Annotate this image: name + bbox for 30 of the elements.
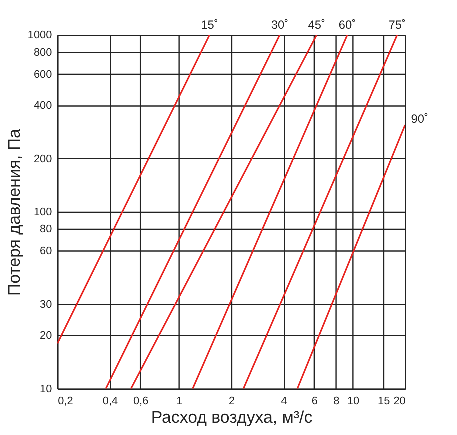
series-label: 75˚: [388, 18, 406, 32]
y-tick-label: 1000: [28, 30, 52, 42]
x-axis-title: Расход воздуха, м³/с: [151, 408, 313, 428]
y-tick-label: 20: [40, 330, 52, 342]
x-tick-label: 0,4: [102, 395, 118, 408]
x-tick-label: 1: [176, 395, 183, 408]
y-tick-label: 10: [40, 383, 52, 396]
x-tick-label: 10: [347, 395, 360, 408]
x-tick-label: 20: [394, 395, 406, 408]
x-tick-label: 2: [228, 395, 236, 408]
y-tick-label: 800: [34, 46, 52, 59]
y-tick-label: 80: [40, 224, 52, 236]
series-label: 90˚: [411, 112, 429, 126]
y-tick-label: 400: [34, 100, 52, 112]
series-label: 60˚: [338, 18, 356, 32]
series-label: 15˚: [201, 18, 218, 32]
x-tick-label: 8: [334, 395, 340, 408]
y-tick-label: 200: [34, 153, 52, 166]
series-label: 30˚: [271, 18, 289, 32]
y-tick-label: 600: [34, 68, 52, 81]
x-tick-label: 0,2: [58, 395, 74, 408]
y-tick-label: 100: [34, 206, 52, 219]
x-tick-label: 4: [281, 395, 288, 408]
x-tick-label: 0,6: [133, 395, 149, 408]
series-label: 45˚: [308, 18, 326, 32]
y-tick-label: 60: [40, 246, 52, 258]
x-tick-label: 15: [378, 395, 390, 408]
y-axis-title: Потеря давления, Па: [4, 128, 24, 296]
x-tick-label: 6: [312, 395, 318, 408]
y-tick-label: 30: [40, 298, 52, 311]
